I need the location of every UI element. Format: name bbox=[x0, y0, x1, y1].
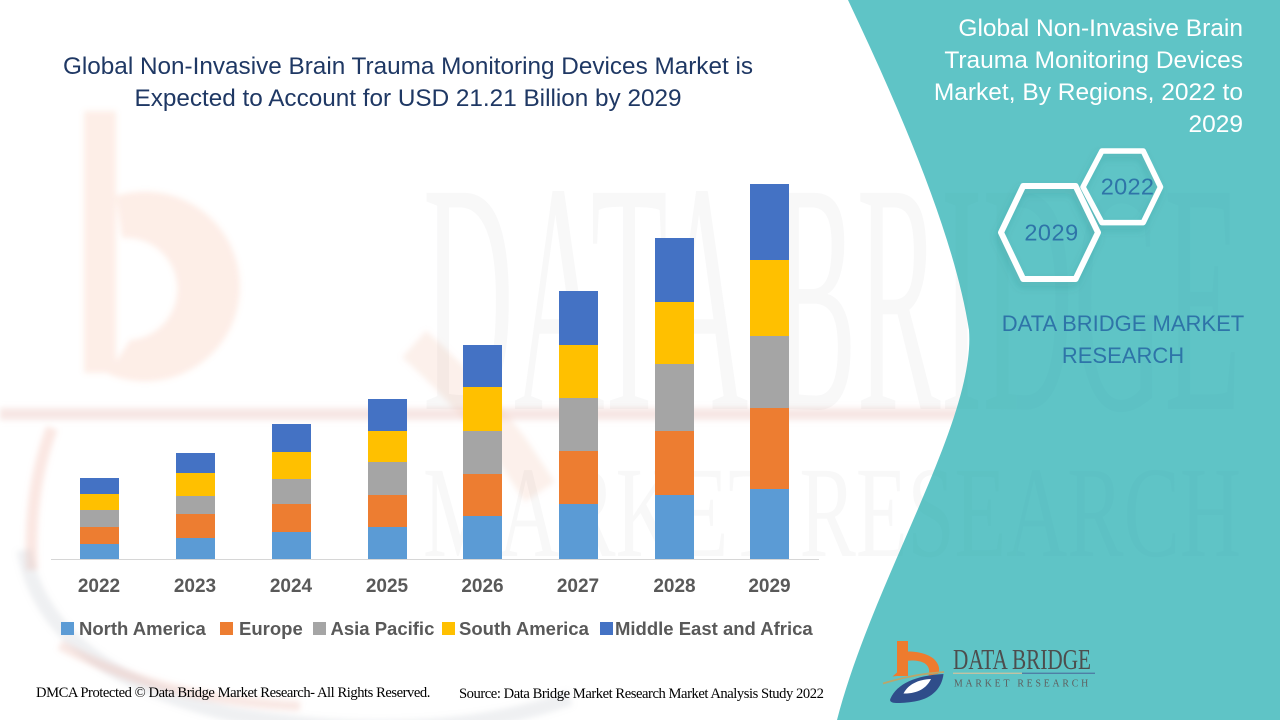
svg-text:MARKET RESEARCH: MARKET RESEARCH bbox=[423, 441, 1241, 585]
svg-text:DATA BRIDGE: DATA BRIDGE bbox=[953, 644, 1091, 676]
svg-text:2022: 2022 bbox=[1101, 173, 1154, 199]
svg-text:DATA BRIDGE: DATA BRIDGE bbox=[423, 116, 1241, 481]
svg-text:MARKET RESEARCH: MARKET RESEARCH bbox=[954, 679, 1091, 690]
svg-text:2029: 2029 bbox=[1024, 220, 1078, 246]
